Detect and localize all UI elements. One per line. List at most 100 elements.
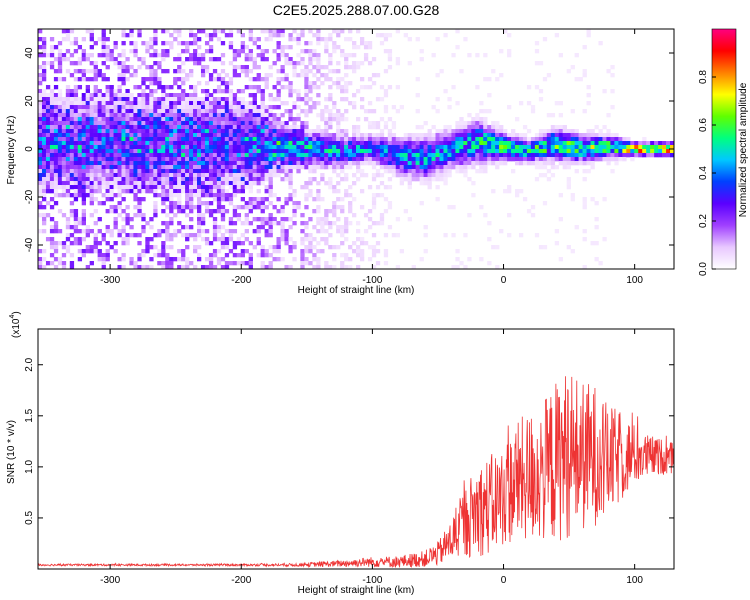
spectrogram-cell: [367, 217, 373, 222]
spectrogram-cell: [304, 101, 309, 106]
spectrogram-cell: [264, 149, 269, 154]
spectrogram-cell: [208, 193, 214, 198]
spectrogram-cell: [507, 157, 512, 162]
spectrogram-cell: [260, 157, 265, 162]
spectrogram-cell: [41, 101, 47, 106]
spectrogram-cell: [340, 29, 345, 34]
spectrogram-cell: [383, 165, 389, 170]
spectrogram-cell: [45, 165, 51, 170]
spectrogram-cell: [475, 161, 480, 166]
spectrogram-cell: [435, 169, 440, 174]
spectrogram-cell: [356, 253, 361, 258]
spectrogram-cell: [495, 157, 500, 162]
spectrogram-cell: [77, 157, 83, 162]
spectrogram-cell: [204, 113, 210, 118]
spectrogram-cell: [189, 189, 194, 194]
spectrogram-cell: [125, 105, 130, 110]
spectrogram-cell: [463, 233, 468, 238]
spectrogram-cell: [356, 137, 361, 142]
spectrogram-cell: [69, 89, 75, 94]
spectrogram-cell: [423, 181, 428, 186]
spectrogram-cell: [220, 193, 226, 198]
spectrogram-cell: [415, 165, 420, 170]
spectrogram-cell: [562, 129, 567, 134]
spectrogram-cell: [181, 113, 186, 118]
spectrogram-cell: [447, 173, 452, 178]
spectrogram-cell: [69, 149, 75, 154]
spectrogram-cell: [89, 229, 94, 234]
x-tick-label: -300: [100, 575, 120, 586]
spectrogram-cell: [173, 137, 178, 142]
spectrogram-cell: [574, 157, 579, 162]
spectrogram-cell: [240, 169, 245, 174]
spectrogram-cell: [129, 93, 134, 98]
spectrogram-cell: [443, 165, 448, 170]
spectrogram-cell: [292, 105, 297, 110]
spectrogram-cell: [117, 153, 122, 158]
spectrogram-cell: [455, 169, 460, 174]
spectrogram-cell: [586, 93, 591, 98]
spectrogram-cell: [81, 105, 86, 110]
spectrogram-cell: [173, 157, 178, 162]
spectrogram-cell: [125, 233, 130, 238]
spectrogram-cell: [495, 265, 500, 270]
spectrogram-cell: [228, 61, 234, 66]
spectrogram-cell: [244, 157, 249, 162]
spectrogram-cell: [69, 53, 75, 58]
spectrogram-cell: [185, 149, 190, 154]
spectrogram-cell: [471, 165, 476, 170]
spectrogram-cell: [216, 137, 222, 142]
spectrogram-cell: [312, 149, 317, 154]
spectrogram-cell: [300, 109, 305, 114]
spectrogram-cell: [375, 133, 381, 138]
spectrogram-cell: [272, 29, 277, 34]
spectrogram-cell: [141, 117, 146, 122]
spectrogram-cell: [439, 157, 444, 162]
spectrogram-cell: [292, 29, 297, 34]
spectrogram-cell: [463, 149, 468, 154]
spectrogram-cell: [439, 133, 444, 138]
spectrogram-cell: [550, 153, 556, 158]
spectrogram-cell: [117, 149, 122, 154]
spectrogram-cell: [216, 157, 222, 162]
spectrogram-cell: [244, 133, 249, 138]
spectrogram-cell: [344, 193, 349, 198]
spectrogram-cell: [117, 105, 122, 110]
spectrogram-cell: [407, 173, 412, 178]
spectrogram-cell: [383, 253, 389, 258]
spectrogram-cell: [133, 109, 138, 114]
spectrogram-cell: [121, 253, 126, 258]
spectrogram-cell: [260, 129, 265, 134]
spectrogram-cell: [328, 33, 333, 38]
spectrogram-cell: [268, 161, 273, 166]
spectrogram-cell: [280, 233, 285, 238]
spectrogram-cell: [200, 157, 206, 162]
spectrogram-cell: [487, 157, 492, 162]
spectrogram-cell: [288, 133, 293, 138]
spectrogram-cell: [41, 105, 47, 110]
spectrogram-cell: [197, 133, 202, 138]
spectrogram-cell: [61, 117, 67, 122]
spectrogram-cell: [371, 157, 377, 162]
spectrogram-cell: [129, 73, 134, 78]
spectrogram-cell: [363, 45, 369, 50]
spectrogram-cell: [292, 137, 297, 142]
spectrogram-cell: [57, 109, 63, 114]
spectrogram-cell: [383, 149, 389, 154]
spectrogram-cell: [208, 101, 214, 106]
spectrogram-cell: [304, 237, 309, 242]
spectrogram-cell: [109, 105, 114, 110]
spectrogram-cell: [340, 265, 345, 270]
spectrogram-cell: [471, 161, 476, 166]
spectrogram-cell: [61, 149, 67, 154]
spectrogram-cell: [73, 193, 79, 198]
spectrogram-cell: [340, 133, 345, 138]
spectrogram-cell: [57, 149, 63, 154]
spectrogram-cell: [518, 189, 524, 194]
spectrogram-cell: [57, 65, 63, 70]
spectrogram-cell: [423, 121, 428, 126]
spectrogram-cell: [268, 129, 273, 134]
snr-scale-label: (x104): [9, 311, 22, 338]
spectrogram-cell: [260, 121, 265, 126]
spectrogram-cell: [220, 233, 226, 238]
